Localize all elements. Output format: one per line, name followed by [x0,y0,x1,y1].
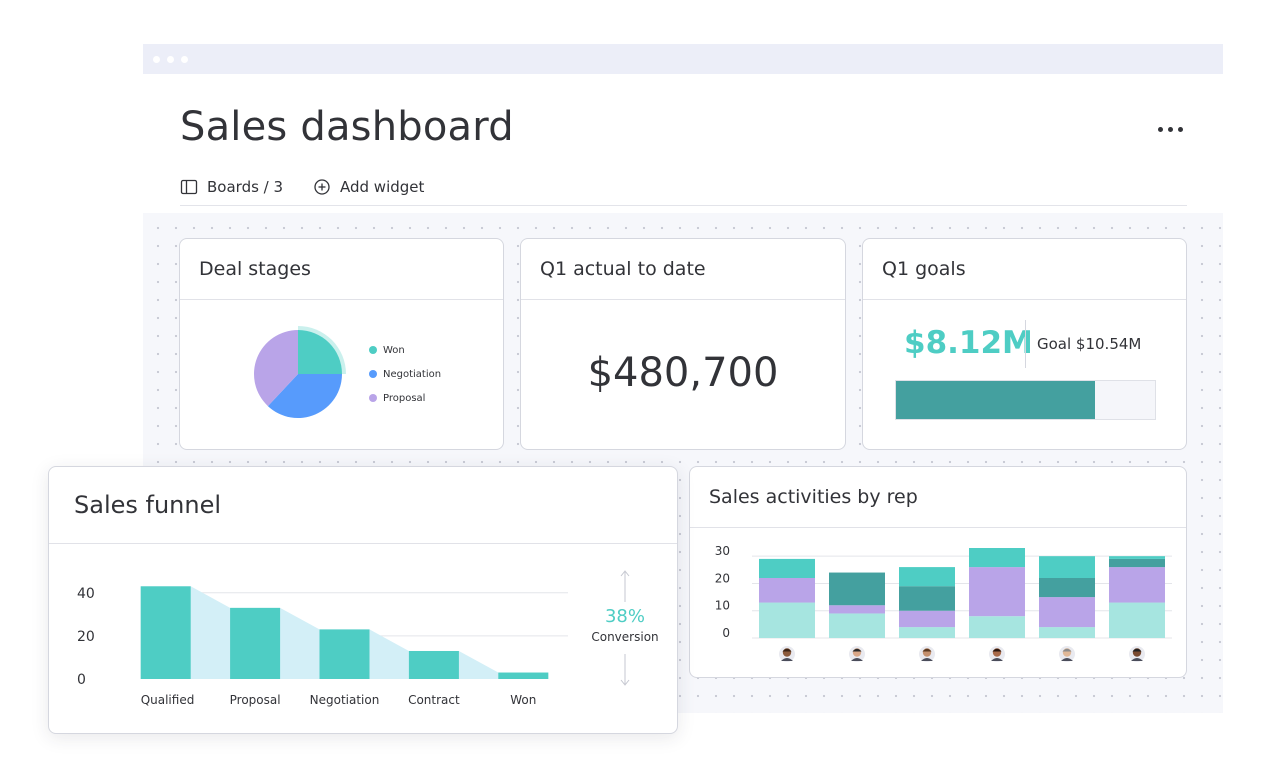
dashboard-toolbar: Boards / 3 Add widget [180,176,1187,206]
rep-avatar[interactable] [779,646,795,662]
goal-progress-bar [895,380,1156,420]
legend-label: Won [383,344,405,356]
sales-funnel-widget[interactable]: Sales funnel 0 20 40 Qualified Proposal Negot… [48,466,678,734]
legend-label: Proposal [383,392,426,404]
boards-button[interactable]: Boards / 3 [180,178,283,196]
stacked-bar-segment[interactable] [969,616,1025,638]
stacked-bar-segment[interactable] [759,578,815,603]
q1-goals-title: Q1 goals [863,239,1186,300]
q1-actual-value: $480,700 [587,350,779,396]
rep-avatar[interactable] [1059,646,1075,662]
deal-stages-pie-chart [254,326,346,418]
stacked-bar-segment[interactable] [759,558,815,578]
dot-icon [1157,126,1163,132]
x-tick-label: Contract [408,693,460,707]
page-title: Sales dashboard [180,104,514,150]
q1-goals-widget[interactable]: Q1 goals $8.12M Goal $10.54M [862,238,1187,450]
legend-dot-icon [369,346,377,354]
window-dot-icon [153,56,160,63]
stacked-bar-segment[interactable] [1109,567,1165,603]
stacked-bar-segment[interactable] [1039,578,1095,598]
pie-legend: Won Negotiation Proposal [369,338,441,410]
funnel-bar-contract[interactable] [408,650,459,679]
legend-item-proposal: Proposal [369,386,441,410]
legend-label: Negotiation [383,368,442,380]
stacked-bar-segment[interactable] [969,548,1025,568]
stacked-bar-segment[interactable] [1109,556,1165,559]
pie-slice-won[interactable] [298,330,342,374]
stacked-bar-segment[interactable] [759,602,815,638]
stacked-bar-segment[interactable] [1039,627,1095,638]
legend-dot-icon [369,370,377,378]
rep-avatar[interactable] [989,646,1005,662]
sales-funnel-title: Sales funnel [49,467,677,544]
legend-item-negotiation: Negotiation [369,362,441,386]
stacked-bar-segment[interactable] [969,567,1025,617]
goal-divider [1025,320,1026,368]
y-tick-label: 0 [77,672,86,688]
y-tick-label: 20 [77,629,95,645]
funnel-bar-qualified[interactable] [140,586,191,679]
more-options-button[interactable] [1152,120,1188,138]
funnel-bar-proposal[interactable] [230,607,281,679]
goal-target-label: Goal $10.54M [1037,335,1142,353]
stacked-bar-segment[interactable] [829,605,885,614]
dot-icon [1167,126,1173,132]
x-tick-label: Proposal [230,693,281,707]
pie-slice-negotiation[interactable] [267,374,342,418]
stacked-bar-segment[interactable] [1039,597,1095,628]
x-tick-label: Won [510,693,536,707]
add-widget-button[interactable]: Add widget [313,178,424,196]
plus-circle-icon [314,179,330,195]
stacked-bar-segment[interactable] [1109,558,1165,568]
stacked-bar-segment[interactable] [899,567,955,587]
rep-avatar[interactable] [849,646,865,662]
goal-progress-fill [896,381,1096,419]
y-tick-label: 30 [715,544,730,558]
deal-stages-widget[interactable]: Deal stages Won Negotiation Proposal [179,238,504,450]
x-tick-label: Qualified [141,693,195,707]
window-dot-icon [167,56,174,63]
rep-avatar[interactable] [1129,646,1145,662]
y-tick-label: 0 [722,626,730,640]
add-widget-label: Add widget [340,178,425,196]
sales-activities-widget[interactable]: Sales activities by rep 0 10 20 30 [689,466,1187,678]
q1-actual-widget[interactable]: Q1 actual to date $480,700 [520,238,846,450]
q1-actual-title: Q1 actual to date [521,239,845,300]
y-tick-label: 10 [715,599,730,613]
legend-dot-icon [369,394,377,402]
stacked-bar-segment[interactable] [829,572,885,606]
sales-funnel-chart: 0 20 40 Qualified Proposal Negotiation Contrac… [77,586,568,707]
rep-avatar[interactable] [919,646,935,662]
window-title-bar [143,44,1223,74]
boards-label: Boards / 3 [207,178,284,196]
conversion-value: 38% [604,606,645,627]
dot-icon [1177,126,1183,132]
stacked-bar-segment[interactable] [899,610,955,628]
window-dot-icon [181,56,188,63]
deal-stages-title: Deal stages [180,239,503,300]
stacked-bar-segment[interactable] [899,627,955,638]
legend-item-won: Won [369,338,441,362]
sales-activities-bar-chart: 0 10 20 30 [715,544,1172,662]
funnel-bar-won[interactable] [498,672,549,679]
x-tick-label: Negotiation [310,693,380,707]
funnel-bar-negotiation[interactable] [319,629,370,679]
stacked-bar-segment[interactable] [899,586,955,611]
stacked-bar-segment[interactable] [1039,556,1095,578]
conversion-range-icon [620,570,630,686]
stacked-bar-segment[interactable] [1109,602,1165,638]
conversion-label: Conversion [591,630,659,644]
y-tick-label: 40 [77,586,95,602]
y-tick-label: 20 [715,571,730,585]
goal-actual-value: $8.12M [904,325,1033,361]
sidebar-panel-icon [180,179,198,195]
pie-slice-proposal[interactable] [254,330,298,407]
sales-activities-title: Sales activities by rep [690,467,1186,528]
stacked-bar-segment[interactable] [829,613,885,638]
